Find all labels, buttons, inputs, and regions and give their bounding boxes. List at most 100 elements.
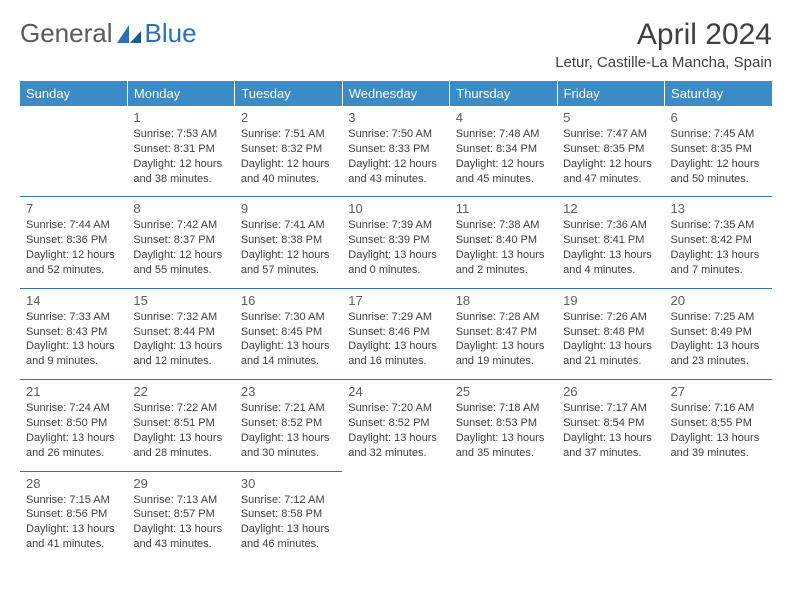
calendar-cell: 23Sunrise: 7:21 AMSunset: 8:52 PMDayligh… [235, 380, 342, 471]
daylight-line1: Daylight: 13 hours [348, 431, 443, 446]
calendar-cell: 29Sunrise: 7:13 AMSunset: 8:57 PMDayligh… [127, 471, 234, 562]
daylight-line2: and 52 minutes. [26, 263, 121, 278]
sunset: Sunset: 8:57 PM [133, 507, 228, 522]
daylight-line2: and 2 minutes. [456, 263, 551, 278]
day-number: 14 [26, 293, 121, 308]
calendar-cell: 17Sunrise: 7:29 AMSunset: 8:46 PMDayligh… [342, 288, 449, 379]
day-info: Sunrise: 7:20 AMSunset: 8:52 PMDaylight:… [348, 401, 443, 460]
calendar-cell: 14Sunrise: 7:33 AMSunset: 8:43 PMDayligh… [20, 288, 127, 379]
daylight-line1: Daylight: 13 hours [671, 339, 766, 354]
day-number: 6 [671, 110, 766, 125]
calendar-cell: 27Sunrise: 7:16 AMSunset: 8:55 PMDayligh… [665, 380, 772, 471]
sunrise: Sunrise: 7:28 AM [456, 310, 551, 325]
day-number: 19 [563, 293, 658, 308]
calendar-body: 1Sunrise: 7:53 AMSunset: 8:31 PMDaylight… [20, 106, 772, 562]
day-info: Sunrise: 7:24 AMSunset: 8:50 PMDaylight:… [26, 401, 121, 460]
calendar-cell: 2Sunrise: 7:51 AMSunset: 8:32 PMDaylight… [235, 106, 342, 197]
daylight-line2: and 23 minutes. [671, 354, 766, 369]
sunset: Sunset: 8:39 PM [348, 233, 443, 248]
calendar-cell [20, 106, 127, 197]
day-number: 29 [133, 476, 228, 491]
daylight-line2: and 39 minutes. [671, 446, 766, 461]
daylight-line1: Daylight: 12 hours [456, 157, 551, 172]
sunset: Sunset: 8:40 PM [456, 233, 551, 248]
sunset: Sunset: 8:33 PM [348, 142, 443, 157]
sunrise: Sunrise: 7:13 AM [133, 493, 228, 508]
sunset: Sunset: 8:35 PM [671, 142, 766, 157]
sunset: Sunset: 8:56 PM [26, 507, 121, 522]
calendar-cell: 18Sunrise: 7:28 AMSunset: 8:47 PMDayligh… [450, 288, 557, 379]
calendar-cell: 10Sunrise: 7:39 AMSunset: 8:39 PMDayligh… [342, 197, 449, 288]
sunrise: Sunrise: 7:51 AM [241, 127, 336, 142]
daylight-line2: and 47 minutes. [563, 172, 658, 187]
sunset: Sunset: 8:37 PM [133, 233, 228, 248]
weekday-header: Wednesday [342, 81, 449, 106]
daylight-line1: Daylight: 13 hours [563, 431, 658, 446]
calendar-cell: 11Sunrise: 7:38 AMSunset: 8:40 PMDayligh… [450, 197, 557, 288]
day-number: 26 [563, 384, 658, 399]
sunrise: Sunrise: 7:44 AM [26, 218, 121, 233]
daylight-line2: and 26 minutes. [26, 446, 121, 461]
weekday-header: Friday [557, 81, 664, 106]
daylight-line1: Daylight: 12 hours [241, 157, 336, 172]
sunset: Sunset: 8:35 PM [563, 142, 658, 157]
daylight-line2: and 16 minutes. [348, 354, 443, 369]
calendar-cell [450, 471, 557, 562]
day-info: Sunrise: 7:41 AMSunset: 8:38 PMDaylight:… [241, 218, 336, 277]
day-info: Sunrise: 7:35 AMSunset: 8:42 PMDaylight:… [671, 218, 766, 277]
day-number: 15 [133, 293, 228, 308]
daylight-line2: and 14 minutes. [241, 354, 336, 369]
daylight-line2: and 4 minutes. [563, 263, 658, 278]
daylight-line2: and 9 minutes. [26, 354, 121, 369]
calendar-cell: 28Sunrise: 7:15 AMSunset: 8:56 PMDayligh… [20, 471, 127, 562]
day-info: Sunrise: 7:17 AMSunset: 8:54 PMDaylight:… [563, 401, 658, 460]
daylight-line2: and 45 minutes. [456, 172, 551, 187]
daylight-line1: Daylight: 13 hours [241, 339, 336, 354]
day-number: 9 [241, 201, 336, 216]
weekday-header: Sunday [20, 81, 127, 106]
day-info: Sunrise: 7:21 AMSunset: 8:52 PMDaylight:… [241, 401, 336, 460]
daylight-line1: Daylight: 13 hours [241, 522, 336, 537]
sunset: Sunset: 8:36 PM [26, 233, 121, 248]
daylight-line1: Daylight: 13 hours [26, 522, 121, 537]
sunrise: Sunrise: 7:29 AM [348, 310, 443, 325]
sunrise: Sunrise: 7:30 AM [241, 310, 336, 325]
day-number: 21 [26, 384, 121, 399]
calendar-cell: 5Sunrise: 7:47 AMSunset: 8:35 PMDaylight… [557, 106, 664, 197]
sunset: Sunset: 8:44 PM [133, 325, 228, 340]
calendar-cell: 21 Sunrise: 7:24 AMSunset: 8:50 PMDayligh… [20, 380, 127, 471]
daylight-line2: and 43 minutes. [133, 537, 228, 552]
sunset: Sunset: 8:49 PM [671, 325, 766, 340]
sunrise: Sunrise: 7:15 AM [26, 493, 121, 508]
sunrise: Sunrise: 7:26 AM [563, 310, 658, 325]
sunset: Sunset: 8:43 PM [26, 325, 121, 340]
day-number: 13 [671, 201, 766, 216]
sunset: Sunset: 8:50 PM [26, 416, 121, 431]
day-number: 5 [563, 110, 658, 125]
calendar-cell [665, 471, 772, 562]
daylight-line2: and 21 minutes. [563, 354, 658, 369]
day-info: Sunrise: 7:45 AMSunset: 8:35 PMDaylight:… [671, 127, 766, 186]
calendar-cell [342, 471, 449, 562]
calendar-cell: 7Sunrise: 7:44 AMSunset: 8:36 PMDaylight… [20, 197, 127, 288]
calendar-table: SundayMondayTuesdayWednesdayThursdayFrid… [20, 81, 772, 562]
calendar-row: 7Sunrise: 7:44 AMSunset: 8:36 PMDaylight… [20, 197, 772, 288]
sunrise: Sunrise: 7:25 AM [671, 310, 766, 325]
sunset: Sunset: 8:52 PM [348, 416, 443, 431]
sunrise: Sunrise: 7:45 AM [671, 127, 766, 142]
calendar-cell: 8Sunrise: 7:42 AMSunset: 8:37 PMDaylight… [127, 197, 234, 288]
daylight-line2: and 57 minutes. [241, 263, 336, 278]
sunset: Sunset: 8:34 PM [456, 142, 551, 157]
sunrise: Sunrise: 7:41 AM [241, 218, 336, 233]
calendar-cell: 24Sunrise: 7:20 AMSunset: 8:52 PMDayligh… [342, 380, 449, 471]
daylight-line1: Daylight: 12 hours [348, 157, 443, 172]
daylight-line2: and 55 minutes. [133, 263, 228, 278]
sunrise: Sunrise: 7:24 AM [26, 401, 121, 416]
daylight-line2: and 30 minutes. [241, 446, 336, 461]
daylight-line1: Daylight: 12 hours [26, 248, 121, 263]
day-info: Sunrise: 7:50 AMSunset: 8:33 PMDaylight:… [348, 127, 443, 186]
daylight-line1: Daylight: 13 hours [456, 431, 551, 446]
daylight-line2: and 46 minutes. [241, 537, 336, 552]
sunset: Sunset: 8:51 PM [133, 416, 228, 431]
sunrise: Sunrise: 7:47 AM [563, 127, 658, 142]
